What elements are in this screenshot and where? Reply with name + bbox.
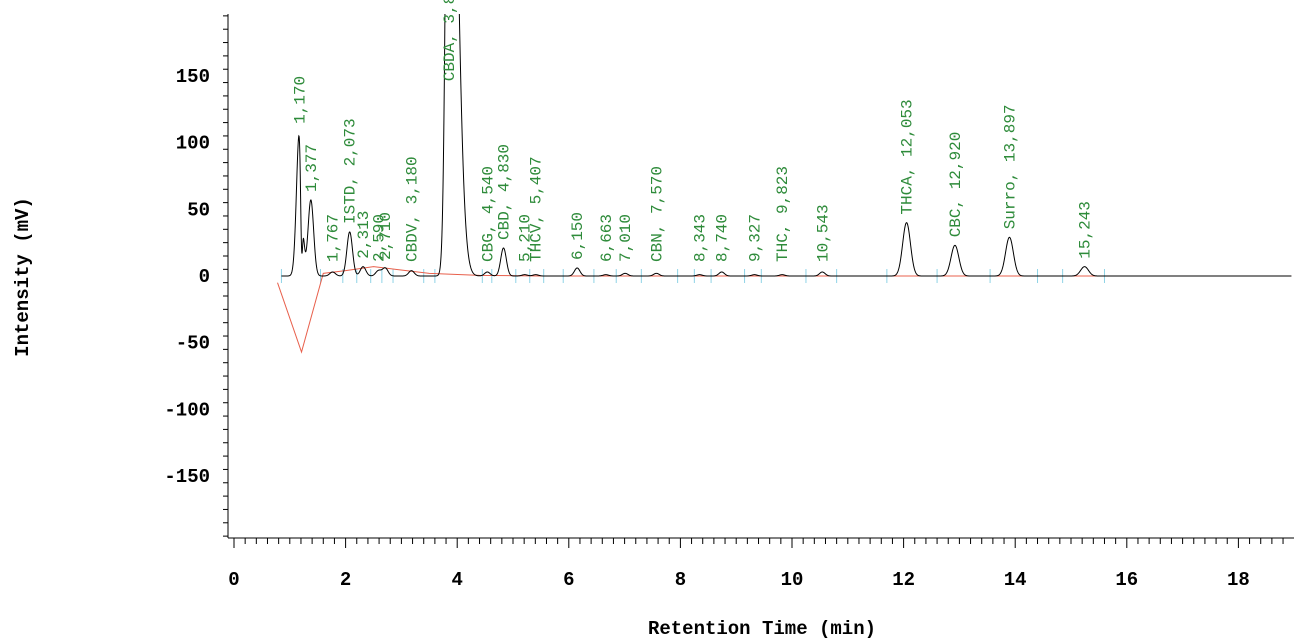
peak-label: CBN, 7,570 [648,166,666,262]
x-tick-label: 12 [892,569,915,591]
x-tick-label: 14 [1004,569,1027,591]
signal-trace [281,14,1292,277]
peak-label: 7,010 [617,214,635,262]
x-tick-label: 8 [675,569,686,591]
peak-label: CBDV, 3,180 [403,156,421,262]
peak-label: 6,150 [569,212,587,260]
peak-label: CBC, 12,920 [947,132,965,238]
x-tick-label: 2 [340,569,351,591]
y-tick-label: 100 [176,133,210,155]
y-tick-label: -50 [176,333,210,355]
peak-label: 15,243 [1077,201,1095,259]
x-tick-label: 16 [1115,569,1138,591]
peak-label: 10,543 [814,204,832,262]
peak-label: CBD, 4,830 [496,144,514,240]
peak-label: 8,740 [714,214,732,262]
peak-label: 1,170 [291,76,309,124]
y-tick-label: 50 [187,199,210,221]
y-tick-label: 0 [199,266,210,288]
peak-label: THC, 9,823 [774,166,792,262]
y-tick-label: -100 [164,399,210,421]
peak-label: THCV, 5,407 [528,156,546,262]
peak-label: 2,710 [377,212,395,260]
peak-label: ISTD, 2,073 [342,118,360,224]
peak-label: 8,343 [692,214,710,262]
peak-label: Surro, 13,897 [1002,104,1020,229]
x-tick-label: 6 [563,569,574,591]
peak-label: 1,767 [325,214,343,262]
baseline-line [277,266,1292,354]
x-axis-title: Retention Time (min) [648,618,876,639]
peak-label: CBG, 4,540 [479,166,497,262]
peak-label: 2,313 [355,211,373,259]
peak-label: THCA, 12,053 [899,99,917,214]
x-tick-label: 0 [228,569,239,591]
peak-label: CBDA, 3,857 [441,0,459,81]
y-tick-label: -150 [164,466,210,488]
peak-label: 5,210 [517,214,535,262]
axis-ticks: 150 100 50 0 -50 -100 -150 0 2 4 6 8 10 12 14 16 18 [164,15,1284,591]
peak-label: 1,377 [303,144,321,192]
y-axis-title: Intensity (mV) [12,197,34,357]
x-tick-label: 18 [1227,569,1250,591]
chromatogram-line [281,14,1292,277]
peak-label: 9,327 [746,214,764,262]
baseline-trace [277,266,1292,354]
peak-label: 2,590 [371,214,389,262]
y-tick-label: 150 [176,66,210,88]
peak-label: 6,663 [598,214,616,262]
x-tick-label: 4 [451,569,462,591]
x-tick-label: 10 [781,569,804,591]
